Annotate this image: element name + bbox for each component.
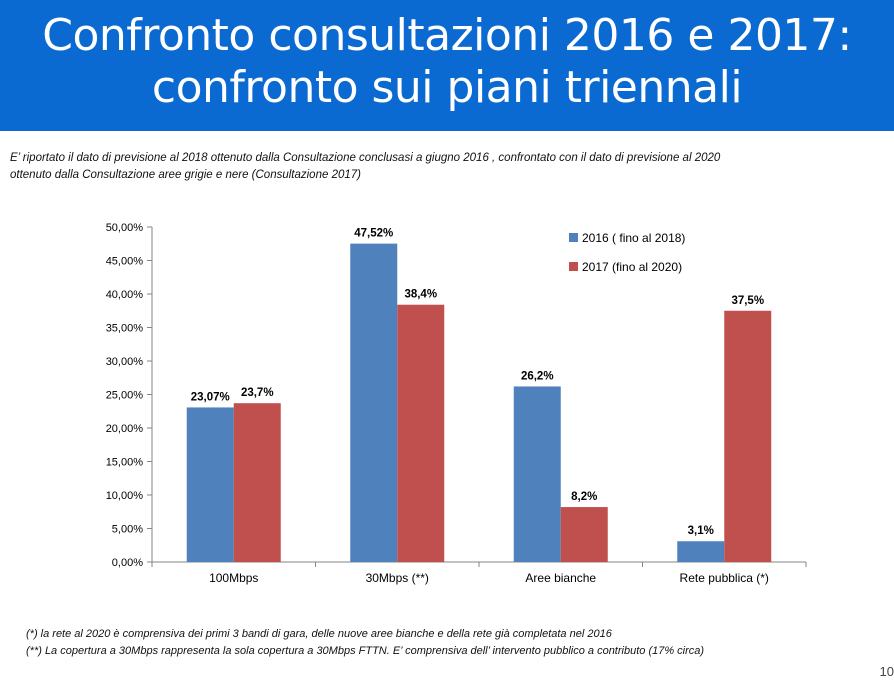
intro-line-1: E’ riportato il dato di previsione al 20…	[10, 152, 721, 164]
footnote-2: (**) La copertura a 30Mbps rappresenta l…	[26, 645, 705, 657]
bar	[397, 304, 445, 562]
data-label: 3,1%	[688, 525, 714, 537]
bar	[560, 507, 608, 562]
data-label: 47,52%	[354, 228, 393, 240]
bar	[513, 386, 561, 562]
y-tick-label: 40,00%	[106, 289, 144, 301]
data-label: 23,07%	[191, 391, 230, 403]
bar-chart: 0,00% 5,00% 10,00% 15,00% 20,00% 25,00% 30,00%…	[106, 222, 807, 585]
intro-text: E’ riportato il dato di previsione al 20…	[10, 150, 870, 184]
y-tick-label: 30,00%	[106, 356, 144, 368]
y-tick-label: 25,00%	[106, 390, 144, 402]
x-tick-label: 30Mbps (**)	[366, 571, 429, 585]
bar	[724, 310, 772, 562]
bar	[677, 541, 725, 562]
data-label: 37,5%	[731, 295, 764, 307]
bar	[186, 407, 234, 562]
y-tick-label: 5,00%	[112, 524, 143, 536]
data-label: 26,2%	[521, 370, 554, 382]
y-tick-label: 35,00%	[106, 323, 144, 335]
title-line-1: Confronto consultazioni 2016 e 2017:	[42, 10, 852, 61]
y-tick-label: 0,00%	[112, 557, 143, 569]
x-tick-label: 100Mbps	[209, 571, 258, 585]
page-number: 10	[879, 664, 894, 679]
y-tick-label: 50,00%	[106, 222, 144, 234]
footnotes: (*) la rete al 2020 è comprensiva dei pr…	[26, 626, 876, 660]
legend-label: 2017 (fino al 2020)	[582, 260, 682, 274]
bar	[233, 403, 281, 562]
title-banner: Confronto consultazioni 2016 e 2017: con…	[0, 0, 894, 131]
y-tick-label: 15,00%	[106, 457, 144, 469]
y-tick-label: 45,00%	[106, 256, 144, 268]
y-tick-label: 10,00%	[106, 490, 144, 502]
intro-line-2: ottenuto dalla Consultazione aree grigie…	[10, 169, 361, 181]
x-tick-label: Rete pubblica (*)	[680, 571, 769, 585]
bar	[350, 243, 398, 562]
data-label: 23,7%	[241, 387, 274, 399]
y-tick-label: 20,00%	[106, 423, 144, 435]
legend-swatch	[569, 233, 578, 242]
title-line-2: confronto sui piani triennali	[151, 62, 743, 113]
legend-swatch	[569, 262, 578, 271]
page-title: Confronto consultazioni 2016 e 2017: con…	[0, 10, 894, 114]
footnote-1: (*) la rete al 2020 è comprensiva dei pr…	[26, 628, 612, 640]
data-label: 38,4%	[404, 289, 437, 301]
legend-label: 2016 ( fino al 2018)	[582, 231, 685, 245]
x-tick-label: Aree bianche	[525, 571, 596, 585]
data-label: 8,2%	[571, 491, 597, 503]
